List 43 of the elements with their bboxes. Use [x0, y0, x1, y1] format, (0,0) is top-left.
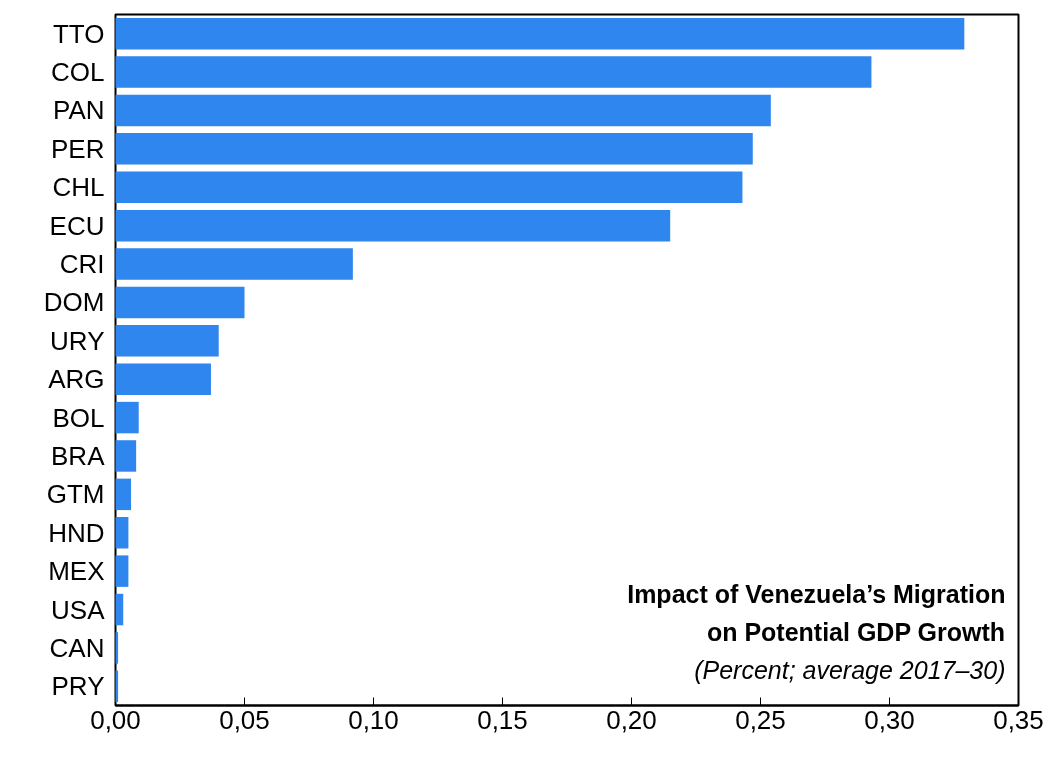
y-tick-label: ARG	[48, 364, 105, 395]
y-tick-label: PRY	[51, 671, 105, 702]
y-tick-label: PER	[51, 133, 105, 164]
bar	[115, 363, 211, 395]
bar	[115, 517, 129, 549]
x-tick-label: 0,30	[864, 704, 915, 735]
bar	[115, 401, 139, 434]
y-tick-label: TTO	[52, 18, 105, 49]
x-tick-label: 0,20	[606, 704, 657, 735]
y-tick-label: COL	[51, 57, 105, 88]
bar	[115, 440, 137, 472]
y-tick-label: GTM	[46, 479, 105, 510]
y-tick-label: CHL	[52, 172, 105, 203]
y-tick-label: CAN	[49, 632, 105, 663]
x-tick-label: 0,15	[477, 704, 528, 735]
y-tick-label: PAN	[52, 95, 105, 126]
bar	[115, 17, 965, 50]
y-tick-label: CRI	[59, 249, 105, 280]
x-tick-label: 0,25	[735, 704, 786, 735]
bar	[115, 286, 245, 319]
bar	[115, 478, 131, 511]
y-tick-label: USA	[51, 594, 106, 625]
text: (Percent; average 2017–30)	[694, 655, 1006, 684]
x-tick-label: 0,00	[90, 704, 141, 735]
y-tick-label: DOM	[43, 287, 105, 318]
bar	[115, 94, 771, 127]
bar	[115, 248, 353, 280]
x-tick-label: 0,05	[219, 704, 270, 735]
y-tick-label: MEX	[48, 556, 105, 587]
y-tick-label: ECU	[49, 210, 105, 241]
y-tick-label: HND	[48, 517, 105, 548]
y-tick-label: URY	[50, 325, 105, 356]
bar	[115, 209, 671, 242]
bar	[115, 171, 743, 203]
y-tick-label: BRA	[51, 440, 106, 471]
x-tick-label: 0,35	[993, 704, 1044, 735]
bar	[115, 325, 219, 357]
bar	[115, 555, 129, 587]
y-tick-label: BOL	[52, 402, 105, 433]
x-tick-label: 0,10	[348, 704, 399, 735]
text: Impact of Venezuela’s Migration on Potential GDP Growth	[627, 579, 1006, 646]
bar	[115, 56, 872, 88]
bar	[115, 133, 753, 165]
